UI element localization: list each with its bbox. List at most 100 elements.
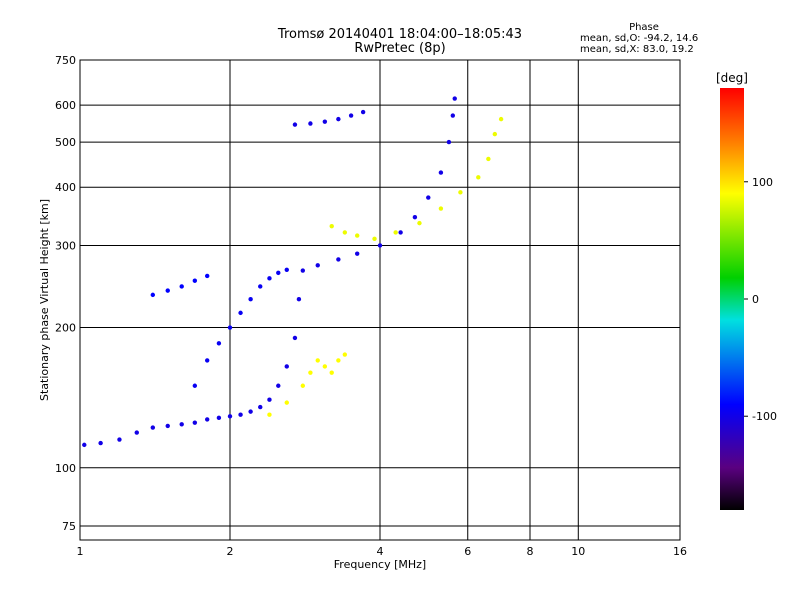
x-mode-echo (393, 230, 398, 235)
x-mode-echo (336, 358, 341, 363)
axis-tick-labels: 1 2 4 6 8 10 16 75 100 200 300 400 500 600 750 Frequenc… (38, 54, 687, 571)
x-mode-echo (300, 383, 306, 388)
x-mode-echo (486, 156, 491, 162)
y-tick-label: 100 (55, 462, 76, 475)
x-axis-label: Frequency [MHz] (334, 558, 426, 571)
o-mode-echo (258, 284, 263, 289)
o-mode-echo (276, 270, 281, 276)
x-mode-echo (315, 358, 320, 363)
o-mode-echo (98, 440, 103, 446)
o-mode-echo (315, 263, 320, 268)
x-mode-echo (372, 236, 377, 242)
o-mode-echo (150, 425, 156, 430)
y-tick-label: 750 (55, 54, 76, 67)
o-mode-echo (348, 113, 354, 118)
o-mode-echo (82, 442, 87, 448)
o-mode-echo (192, 278, 198, 283)
x-mode-echo (329, 370, 334, 375)
o-mode-echo (248, 409, 253, 414)
x-mode-echo (476, 175, 481, 180)
x-tick-label: 10 (571, 545, 585, 558)
o-mode-echo (354, 251, 360, 256)
chart-subtitle: RwPretec (8p) (354, 41, 446, 56)
stats-heading: Phase (629, 22, 659, 33)
x-tick-label: 6 (464, 545, 471, 558)
o-mode-echo (426, 195, 431, 200)
x-mode-echo (284, 400, 289, 405)
colorbar-tick-label: 100 (752, 176, 773, 189)
x-mode-echo (342, 352, 348, 357)
y-tick-label: 200 (55, 322, 76, 335)
colorbar-label: [deg] (716, 71, 748, 85)
o-mode-echo (165, 423, 170, 429)
x-mode-echo (498, 116, 504, 122)
o-mode-echo (134, 430, 139, 435)
o-mode-echo (238, 412, 243, 417)
x-tick-label: 4 (377, 545, 384, 558)
y-tick-label: 500 (55, 136, 76, 149)
o-mode-echo (216, 341, 222, 346)
y-tick-label: 300 (55, 239, 76, 252)
y-axis-label: Stationary phase Virtual Height [km] (38, 199, 51, 401)
o-mode-echo (296, 297, 302, 302)
o-mode-echo (452, 96, 457, 101)
o-mode-echo (284, 267, 289, 272)
x-mode-echo (458, 190, 463, 195)
o-mode-echo (216, 415, 222, 421)
o-mode-echo (276, 383, 281, 388)
x-tick-label: 8 (527, 545, 534, 558)
o-mode-echo (336, 257, 341, 262)
o-mode-echo (360, 109, 366, 115)
x-tick-label: 2 (227, 545, 234, 558)
o-mode-echo (204, 417, 210, 422)
o-mode-echo (284, 364, 289, 369)
o-mode-echo (179, 284, 184, 289)
x-tick-label: 1 (77, 545, 84, 558)
o-mode-echo (204, 358, 210, 363)
y-tick-label: 400 (55, 181, 76, 194)
colorbar-tick-label: 0 (752, 293, 759, 306)
o-mode-echo (179, 422, 184, 427)
x-mode-echo (354, 233, 360, 238)
x-mode-echo (492, 131, 498, 137)
data-points (82, 96, 504, 448)
y-tick-label: 600 (55, 99, 76, 112)
o-mode-echo (227, 325, 233, 330)
x-mode-echo (342, 230, 348, 235)
o-mode-echo (377, 243, 383, 248)
y-tick-label: 75 (62, 520, 76, 533)
o-mode-echo (292, 335, 298, 341)
o-mode-echo (322, 119, 328, 124)
o-mode-echo (292, 122, 298, 127)
o-mode-echo (446, 139, 452, 145)
colorbar-fill (720, 88, 744, 510)
x-tick-label: 16 (673, 545, 687, 558)
o-mode-echo (300, 268, 306, 273)
x-mode-echo (329, 223, 334, 229)
o-mode-echo (248, 297, 253, 302)
o-mode-echo (267, 397, 272, 402)
o-mode-echo (412, 214, 418, 220)
o-mode-echo (192, 420, 198, 425)
o-mode-echo (450, 113, 456, 118)
chart-title: Tromsø 20140401 18:04:00–18:05:43 (277, 27, 523, 42)
x-mode-echo (267, 412, 272, 417)
x-mode-echo (417, 220, 422, 226)
o-mode-echo (336, 116, 341, 122)
stats-o-mode: mean, sd,O: -94.2, 14.6 (580, 33, 699, 44)
o-mode-echo (227, 414, 233, 419)
colorbar-tick-label: -100 (752, 410, 777, 423)
grid-lines (80, 60, 680, 540)
o-mode-echo (117, 437, 122, 442)
x-mode-echo (322, 364, 328, 369)
phase-colorbar: [deg] 100 0 -100 (716, 71, 777, 510)
o-mode-echo (267, 276, 272, 281)
o-mode-echo (192, 383, 198, 388)
o-mode-echo (258, 404, 263, 410)
o-mode-echo (165, 288, 170, 293)
o-mode-echo (150, 292, 156, 298)
o-mode-echo (398, 230, 403, 235)
x-mode-echo (438, 206, 444, 211)
o-mode-echo (204, 273, 210, 279)
